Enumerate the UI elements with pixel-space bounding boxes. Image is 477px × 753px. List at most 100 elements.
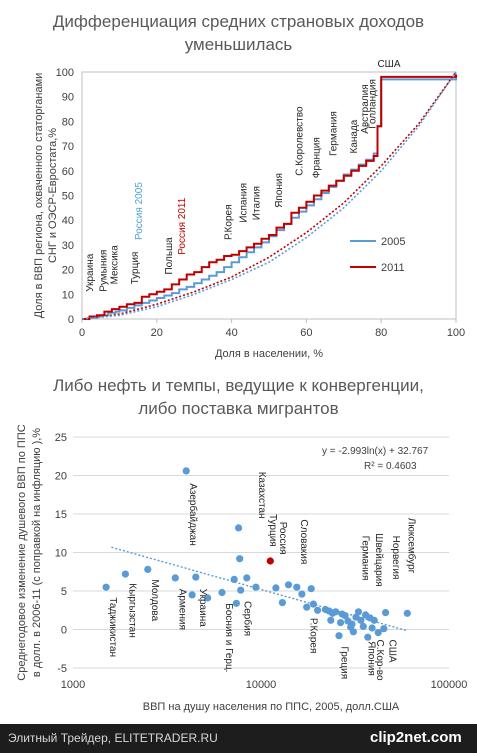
series-line-2011 [82, 74, 457, 320]
annotation-label: Польша [164, 237, 175, 275]
annotation-label: Франция [312, 137, 323, 178]
data-point [171, 574, 179, 582]
data-point [332, 608, 340, 616]
y-tick-label: 10 [55, 548, 67, 560]
annotation-label: Люксембург [406, 518, 418, 574]
data-point [188, 591, 196, 599]
data-point [349, 628, 357, 636]
y-tick-label: 70 [62, 141, 74, 153]
data-point [243, 574, 251, 582]
data-point [230, 575, 238, 583]
data-point [364, 633, 372, 641]
y-axis-label-line1: Среднегодовое изменение душевого ВВП по … [16, 424, 28, 680]
legend-label: 2005 [381, 236, 405, 248]
data-point [192, 573, 200, 581]
y-tick-label: 50 [62, 191, 74, 203]
y-tick-label: 20 [55, 471, 67, 483]
clip2net-logo[interactable]: clip2net.com [370, 729, 462, 746]
annotation-label: Украина [85, 253, 96, 292]
legend-label: 2011 [381, 262, 405, 274]
data-point [303, 603, 311, 611]
annotation-label: Турция [267, 514, 278, 547]
annotation-label: Россия 2011 [177, 197, 188, 255]
data-point [144, 565, 152, 573]
data-point-russia [266, 557, 274, 565]
data-point [368, 624, 376, 632]
chart1-title-line1: Дифференциация средних страновых доходов [52, 12, 425, 31]
chart2-title-line1: Либо нефть и темпы, ведущие к конвергенц… [53, 376, 424, 395]
chart2-scatter: -5 0 5 10 15 20 25 1000 10000 100000 ВВП на душу н… [16, 424, 468, 713]
annotation-label: Армения [176, 589, 187, 630]
annotation-label: Словакия [298, 519, 309, 564]
data-point [272, 584, 280, 592]
data-point [337, 619, 345, 627]
annotation-label: Голландия [368, 79, 379, 129]
x-tick-label: 40 [225, 327, 237, 339]
trend-line-dotted [81, 71, 457, 320]
data-point [298, 590, 306, 598]
data-point [327, 616, 335, 624]
footer-source-text: Элитный Трейдер, ELITETRADER.RU [8, 731, 218, 745]
data-point [348, 620, 356, 628]
annotation-label: Германия [328, 111, 339, 156]
data-point [359, 622, 367, 630]
annotation-label: Греция [338, 646, 349, 679]
data-point [307, 585, 315, 593]
chart1-lorenz-curve: 0 10 20 30 40 50 60 70 80 90 100 0 20 40 60 80 100 Доля в… [33, 59, 465, 360]
x-tick-label: 100000 [431, 679, 468, 691]
x-tick-label: 10000 [246, 679, 277, 691]
x-tick-label: 100 [447, 327, 465, 339]
y-tick-label: 15 [55, 509, 67, 521]
data-point [232, 599, 240, 607]
annotation-label: Босния и Герц. [223, 603, 234, 672]
x-tick-label: 60 [300, 327, 312, 339]
x-tick-label: 1000 [61, 679, 85, 691]
data-point [252, 583, 260, 591]
data-point [382, 609, 390, 617]
data-point [121, 570, 129, 578]
annotation-label: Р.Корея [224, 205, 235, 240]
annotation-label: С.Королевство [295, 106, 306, 176]
annotation-label: Сербия [242, 601, 254, 636]
annotation-label: США [377, 59, 400, 70]
chart1-title-line2: уменьшилась [184, 35, 293, 54]
x-axis-label: ВВП на душу населения по ППС, 2005, долл… [143, 701, 400, 713]
y-tick-label: 20 [62, 265, 74, 277]
annotation-label: Норвегия [390, 536, 401, 580]
annotation-label: Румыния [98, 250, 109, 292]
annotation-label: С.Кор-во [374, 640, 385, 681]
annotation-label: Молдова [149, 579, 160, 621]
data-point [314, 606, 322, 614]
data-point [102, 583, 110, 591]
y-tick-label: 40 [62, 215, 74, 227]
footer-bar: Элитный Трейдер, ELITETRADER.RU clip2net… [0, 724, 477, 753]
x-tick-label: 80 [375, 327, 387, 339]
annotation-label: Мексика [110, 245, 121, 285]
annotation-label: Швейцария [373, 533, 384, 586]
x-axis-label: Доля в населении, % [215, 348, 323, 360]
data-point [236, 555, 244, 563]
data-point [278, 599, 286, 607]
data-point [370, 616, 378, 624]
annotation-label: Австралия [360, 84, 371, 133]
trendline-r2: R² = 0.4603 [364, 461, 417, 472]
annotation-label: Германия [360, 536, 371, 581]
y-tick-label: 80 [62, 116, 74, 128]
data-point [284, 581, 293, 589]
y-tick-label: 10 [62, 289, 74, 301]
annotation-label: Азербайджан [187, 483, 199, 546]
y-tick-label: 60 [62, 166, 74, 178]
trendline-equation: y = -2.993ln(x) + 32.767 [322, 446, 429, 457]
data-point [357, 616, 365, 624]
y-tick-label: 90 [62, 92, 74, 104]
data-point [374, 629, 382, 637]
y-tick-label: 5 [61, 586, 67, 598]
data-point [403, 609, 411, 617]
annotation-label: Италия [252, 186, 263, 220]
y-tick-label: -5 [57, 663, 67, 675]
y-tick-label: 30 [62, 240, 74, 252]
y-tick-label: 0 [68, 314, 74, 326]
annotation-label: США [387, 640, 398, 663]
annotation-label: Казахстан [256, 472, 267, 519]
y-axis-label-line1: Доля в ВВП региона, охваченного статорга… [33, 73, 45, 319]
